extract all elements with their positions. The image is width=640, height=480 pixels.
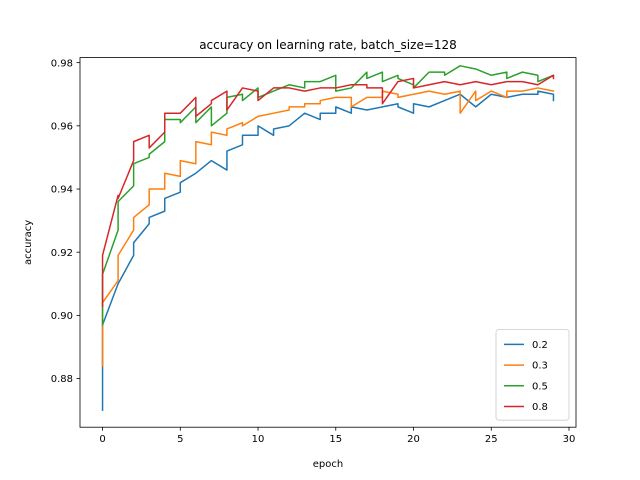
y-axis: 0.88 0.90 0.92 0.94 0.96 0.98	[51, 58, 80, 385]
x-axis: 0 5 10 15 20 25 30	[99, 427, 575, 445]
legend-label: 0.5	[532, 381, 548, 392]
x-tick-label: 10	[252, 434, 265, 445]
legend-label: 0.8	[532, 402, 548, 413]
plot-frame	[79, 57, 577, 428]
x-tick-label: 5	[177, 434, 183, 445]
series-line-0-5	[101, 65, 555, 326]
x-axis-label: epoch	[313, 459, 343, 470]
chart-title: accuracy on learning rate, batch_size=12…	[199, 38, 457, 52]
series-layer	[101, 65, 555, 411]
y-tick-label: 0.94	[51, 185, 73, 196]
y-tick-label: 0.96	[51, 121, 73, 132]
x-tick-label: 20	[407, 434, 420, 445]
x-tick-label: 25	[485, 434, 498, 445]
y-tick-label: 0.90	[51, 311, 73, 322]
y-tick-label: 0.88	[51, 374, 73, 385]
y-tick-label: 0.92	[51, 248, 73, 259]
series-line-0-2	[101, 90, 555, 411]
plot-area	[80, 57, 576, 428]
legend-label: 0.3	[532, 361, 548, 372]
x-tick-label: 0	[99, 434, 105, 445]
legend-label: 0.2	[532, 340, 548, 351]
y-axis-label: accuracy	[23, 220, 34, 265]
x-tick-label: 30	[563, 434, 576, 445]
series-line-0-8	[101, 74, 555, 307]
series-line-0-3	[101, 87, 555, 367]
x-tick-label: 15	[329, 434, 342, 445]
y-tick-label: 0.98	[51, 58, 73, 69]
legend: 0.2 0.3 0.5 0.8	[495, 328, 570, 421]
legend-box	[495, 328, 570, 421]
